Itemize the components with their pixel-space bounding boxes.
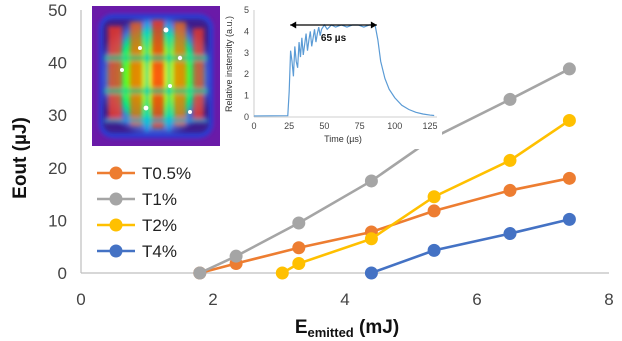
inset-signal-line (253, 23, 435, 117)
data-point (427, 204, 441, 218)
data-point (503, 92, 517, 106)
legend-label: T2% (142, 216, 177, 235)
y-tick-label: 40 (48, 54, 67, 73)
legend-marker (109, 166, 123, 180)
y-tick-label: 0 (58, 264, 67, 283)
inset-arrowhead-left (290, 21, 297, 29)
inset-arrowhead-right (370, 21, 377, 29)
data-point (292, 257, 306, 271)
data-point (562, 113, 576, 127)
x-tick-label: 4 (340, 290, 349, 309)
data-point (364, 174, 378, 188)
data-point (364, 232, 378, 246)
inset-x-tick-label: 125 (422, 121, 437, 131)
inset-x-tick-label: 0 (251, 121, 256, 131)
inset-y-tick-label: 1 (244, 91, 249, 101)
data-point (562, 62, 576, 76)
inset-x-tick-label: 50 (319, 121, 329, 131)
inset-y-axis-label: Relative instensity (a.u.) (224, 16, 234, 112)
y-tick-label: 30 (48, 106, 67, 125)
y-axis-label: Eout (µJ) (10, 117, 31, 199)
data-point (427, 190, 441, 204)
data-point (229, 249, 243, 263)
inset-y-tick-label: 2 (244, 69, 249, 79)
x-tick-label: 0 (76, 290, 85, 309)
inset-x-tick-label: 75 (355, 121, 365, 131)
data-point (292, 241, 306, 255)
x-axis-label: Eemitted (mJ) (295, 317, 399, 340)
legend-marker (109, 218, 123, 232)
inset-y-tick-label: 0 (244, 112, 249, 122)
legend-marker (109, 192, 123, 206)
data-point (292, 216, 306, 230)
data-point (503, 227, 517, 241)
inset-x-tick-label: 100 (387, 121, 402, 131)
legend-label: T4% (142, 242, 177, 261)
main-series (193, 62, 576, 280)
inset-y-tick-label: 5 (244, 5, 249, 15)
legend-marker (109, 244, 123, 258)
data-point (562, 212, 576, 226)
data-point (275, 266, 289, 280)
data-point (562, 171, 576, 185)
series-line-T4% (370, 218, 570, 275)
data-point (364, 266, 378, 280)
legend: T0.5% T1% T2% T4% (97, 164, 191, 261)
x-tick-label: 8 (604, 290, 613, 309)
x-tick-label: 2 (208, 290, 217, 309)
inset-x-axis-label: Time (µs) (324, 134, 362, 144)
inset-chart: 0 25 50 75 100 125 0 1 2 3 4 5 (228, 3, 442, 149)
legend-label: T0.5% (142, 164, 191, 183)
data-point (193, 266, 207, 280)
data-point (503, 183, 517, 197)
x-tick-label: 6 (472, 290, 481, 309)
inset-y-tick-label: 4 (244, 26, 249, 36)
y-tick-label: 20 (48, 159, 67, 178)
inset-x-tick-label: 25 (284, 121, 294, 131)
legend-label: T1% (142, 190, 177, 209)
y-tick-label: 50 (48, 1, 67, 20)
y-tick-label: 10 (48, 211, 67, 230)
beam-profile-image (92, 6, 220, 146)
inset-duration-annotation: 65 µs (321, 33, 347, 44)
data-point (503, 153, 517, 167)
inset-y-tick-label: 3 (244, 48, 249, 58)
data-point (427, 243, 441, 257)
